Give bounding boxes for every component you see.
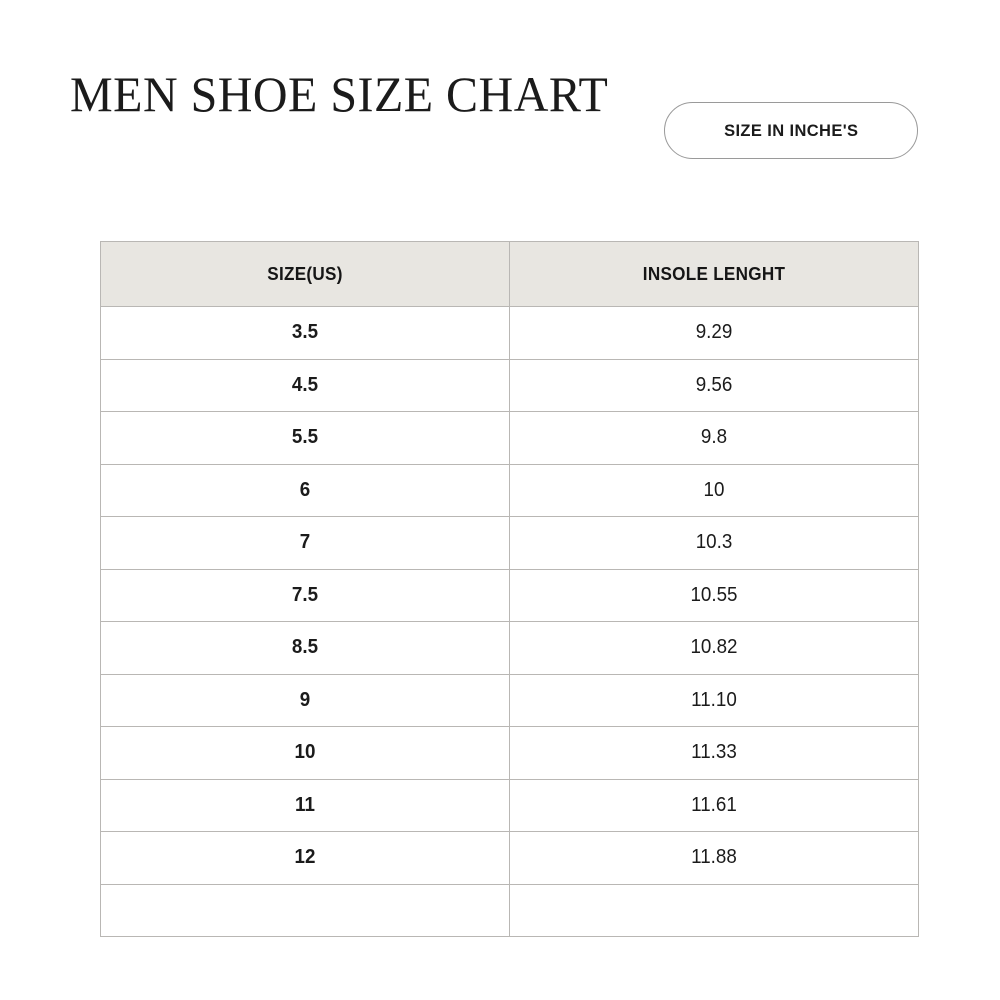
cell-size-value: 5.5	[291, 426, 319, 449]
cell-insole-value: 11.61	[691, 793, 737, 816]
cell-insole: 11.10	[509, 673, 919, 727]
table-row: 9 11.10	[100, 673, 919, 727]
cell-size-value: 6	[299, 478, 311, 501]
cell-insole: 10.55	[509, 568, 919, 622]
cell-size: 8.5	[100, 621, 510, 675]
cell-insole-value: 10.55	[690, 583, 738, 606]
cell-size-value: 3.5	[291, 321, 319, 344]
cell-size: 7	[100, 516, 510, 570]
cell-insole: 10	[509, 463, 919, 517]
cell-size: 5.5	[100, 411, 510, 465]
unit-badge-label: SIZE IN INCHE'S	[723, 120, 859, 140]
cell-size-value: 7.5	[291, 583, 319, 606]
cell-insole: 9.56	[509, 358, 919, 412]
column-header-insole: INSOLE LENGHT	[509, 241, 919, 307]
page-title: MEN SHOE SIZE CHART	[70, 65, 609, 122]
cell-insole: 9.29	[509, 306, 919, 360]
cell-insole-value: 10	[703, 478, 725, 501]
cell-insole: 10.82	[509, 621, 919, 675]
table-row-empty	[100, 883, 919, 937]
cell-size-value: 4.5	[291, 373, 319, 396]
table-header-row: SIZE(US) INSOLE LENGHT	[100, 241, 919, 307]
cell-size-value: 7	[299, 531, 311, 554]
cell-insole: 9.8	[509, 411, 919, 465]
table-row: 5.5 9.8	[100, 411, 919, 465]
column-header-size: SIZE(US)	[100, 241, 510, 307]
column-header-size-label: SIZE(US)	[267, 263, 343, 284]
cell-insole-value: 9.8	[700, 426, 728, 449]
table-row: 6 10	[100, 463, 919, 517]
cell-insole: 10.3	[509, 516, 919, 570]
table-row: 3.5 9.29	[100, 306, 919, 360]
cell-insole-value: 9.56	[695, 373, 733, 396]
unit-badge: SIZE IN INCHE'S	[664, 102, 918, 159]
table-row: 7.5 10.55	[100, 568, 919, 622]
table-row: 8.5 10.82	[100, 621, 919, 675]
cell-insole-value: 11.10	[691, 688, 737, 711]
cell-size-value: 8.5	[291, 636, 319, 659]
table-body: 3.5 9.29 4.5 9.56 5.5 9.8 6 10 7 10.3	[100, 306, 919, 937]
cell-size: 12	[100, 831, 510, 885]
size-chart-table: SIZE(US) INSOLE LENGHT 3.5 9.29 4.5 9.56	[100, 241, 919, 937]
cell-size-value: 10	[294, 741, 316, 764]
cell-insole-value: 10.3	[695, 531, 733, 554]
cell-size: 11	[100, 778, 510, 832]
table-row: 10 11.33	[100, 726, 919, 780]
cell-insole-value: 11.88	[691, 846, 737, 869]
cell-insole: 11.61	[509, 778, 919, 832]
cell-size-value: 11	[295, 793, 315, 816]
cell-size	[100, 883, 510, 937]
cell-size: 7.5	[100, 568, 510, 622]
cell-size-value: 12	[294, 846, 316, 869]
cell-size: 9	[100, 673, 510, 727]
table-row: 11 11.61	[100, 778, 919, 832]
cell-insole	[509, 883, 919, 937]
size-table-container: SIZE(US) INSOLE LENGHT 3.5 9.29 4.5 9.56	[100, 241, 919, 937]
cell-insole: 11.88	[509, 831, 919, 885]
cell-insole-value: 11.33	[691, 741, 737, 764]
cell-size: 10	[100, 726, 510, 780]
cell-size: 6	[100, 463, 510, 517]
table-row: 7 10.3	[100, 516, 919, 570]
cell-size: 4.5	[100, 358, 510, 412]
column-header-insole-label: INSOLE LENGHT	[642, 263, 786, 284]
cell-size-value: 9	[299, 688, 311, 711]
cell-insole-value: 9.29	[695, 321, 733, 344]
cell-size: 3.5	[100, 306, 510, 360]
cell-insole: 11.33	[509, 726, 919, 780]
cell-insole-value: 10.82	[690, 636, 738, 659]
table-row: 4.5 9.56	[100, 358, 919, 412]
table-row: 12 11.88	[100, 831, 919, 885]
